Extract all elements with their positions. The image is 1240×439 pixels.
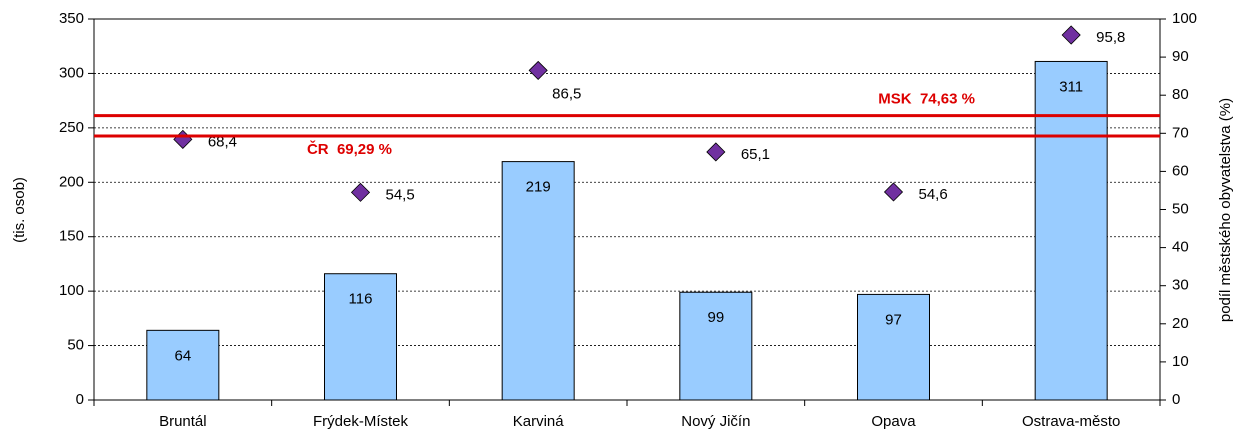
bar [857,293,930,401]
x-tick-label: Ostrava-město [1022,413,1120,430]
x-tick-label: Nový Jičín [681,413,750,430]
y2-tick-label: 60 [1172,162,1189,179]
y2-tick-label: 50 [1172,200,1189,217]
bar [146,329,220,401]
marker [1061,25,1081,45]
marker-label: 86,5 [552,85,581,102]
bar [679,291,753,401]
y-tick-label: 350 [59,10,84,27]
y-tick-label: 100 [59,282,84,299]
bar-label: 97 [885,311,902,328]
x-tick-label: Bruntál [159,413,207,430]
x-tick-label: Opava [871,413,916,430]
y2-tick-label: 100 [1172,10,1197,27]
y2-tick-label: 0 [1172,391,1180,408]
y2-tick-label: 70 [1172,124,1189,141]
y-axis-label: (tis. osob) [11,177,28,243]
y2-axis-label: podíl městského obyvatelstva (%) [1217,98,1234,322]
y2-tick-label: 30 [1172,277,1189,294]
y-tick-label: 150 [59,228,84,245]
bar-label: 64 [174,347,191,364]
y-tick-label: 0 [76,391,84,408]
reference-label: ČR 69,29 % [307,140,392,158]
bar-label: 99 [707,309,724,326]
y-tick-label: 250 [59,119,84,136]
marker-label: 54,5 [386,186,415,203]
marker-label: 54,6 [919,186,948,203]
marker-label: 65,1 [741,146,770,163]
y2-tick-label: 10 [1172,353,1189,370]
x-tick-label: Karviná [513,413,565,430]
y-tick-label: 200 [59,173,84,190]
bar [1034,60,1108,401]
bar-label: 311 [1059,78,1083,95]
y2-tick-label: 20 [1172,315,1189,332]
marker [883,182,904,202]
marker [706,142,726,162]
marker [528,60,548,81]
marker-label: 68,4 [208,133,237,150]
reference-label: MSK 74,63 % [878,91,975,108]
y2-tick-label: 80 [1172,86,1189,103]
x-tick-label: Frýdek-Místek [313,413,409,430]
y-tick-label: 50 [67,337,84,354]
plot-border [93,18,1161,401]
y2-tick-label: 40 [1172,239,1189,256]
marker-label: 95,8 [1096,29,1125,46]
marker [350,182,371,202]
y-tick-label: 300 [59,64,84,81]
bar-label: 219 [526,179,551,196]
y2-tick-label: 90 [1172,48,1189,65]
bar [324,273,397,401]
marker [173,129,193,149]
bar-label: 116 [349,291,373,308]
bar [501,161,575,401]
